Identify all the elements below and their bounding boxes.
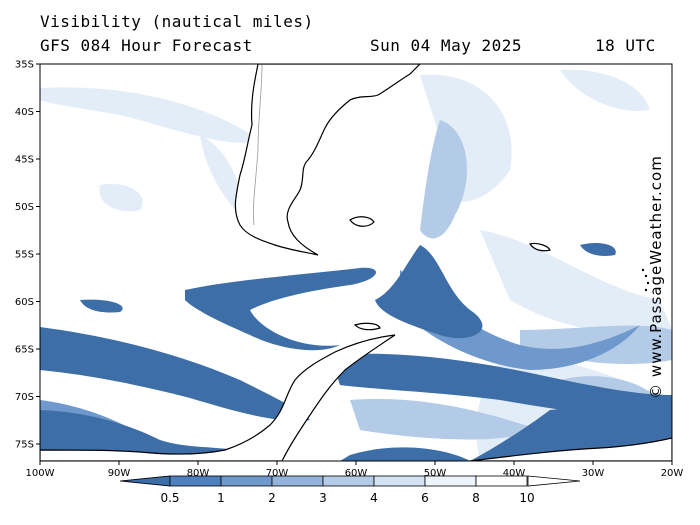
legend-color-box <box>169 475 222 487</box>
islands-layer <box>349 216 551 331</box>
lat-tick-label: 45S <box>15 155 34 166</box>
legend-color-box <box>322 475 375 487</box>
lat-tick-label: 40S <box>15 107 34 118</box>
lat-tick-label: 55S <box>15 250 34 261</box>
falkland-islands <box>349 216 375 227</box>
lat-tick-label: 60S <box>15 297 34 308</box>
lat-tick-label: 65S <box>15 345 34 356</box>
south-orkney <box>353 322 381 331</box>
latitude-axis: 35S 40S 45S 50S 55S 60S 65S 70S 75S <box>15 60 40 451</box>
legend-color-box <box>373 475 426 487</box>
antarctic-peninsula-coast <box>40 334 396 461</box>
legend-value-label: 10 <box>519 491 534 505</box>
legend-value-label: 1 <box>217 491 225 505</box>
legend-high-arrow <box>527 475 581 487</box>
lon-tick-label: 70W <box>266 468 289 479</box>
antarctica-coast <box>469 437 672 461</box>
legend-color-box <box>220 475 273 487</box>
south-america-coast <box>234 64 421 256</box>
south-sandwich-islands <box>641 268 650 292</box>
legend-color-box <box>424 475 477 487</box>
land-layer <box>40 64 672 461</box>
map-plot-area <box>40 64 672 461</box>
legend-value-label: 6 <box>421 491 429 505</box>
legend-value-label: 4 <box>370 491 378 505</box>
lon-tick-label: 20W <box>661 468 684 479</box>
lon-tick-label: 100W <box>26 468 55 479</box>
lat-tick-label: 35S <box>15 60 34 71</box>
lat-tick-label: 75S <box>15 440 34 451</box>
chile-argentina-border <box>253 64 263 226</box>
legend-colorbar: 0.5 1 2 3 4 6 8 10 <box>119 475 581 505</box>
legend-value-label: 8 <box>472 491 480 505</box>
legend-value-label: 3 <box>319 491 327 505</box>
watermark: © www.PassageWeather.com <box>647 155 666 399</box>
lon-tick-label: 30W <box>582 468 605 479</box>
lat-tick-label: 50S <box>15 202 34 213</box>
legend-value-label: 0.5 <box>160 491 179 505</box>
lon-tick-label: 50W <box>424 468 447 479</box>
lat-tick-label: 70S <box>15 392 34 403</box>
forecast-date: Sun 04 May 2025 <box>370 36 522 55</box>
forecast-time: 18 UTC <box>595 36 656 55</box>
lon-tick-label: 80W <box>187 468 210 479</box>
legend-labels: 0.5 1 2 3 4 6 8 10 <box>160 491 534 505</box>
legend-value-label: 2 <box>268 491 276 505</box>
longitude-axis: 100W 90W 80W 70W 60W 50W 40W 30W 20W <box>26 461 684 479</box>
map-title: Visibility (nautical miles) <box>40 12 314 31</box>
legend-boxes <box>169 475 528 487</box>
lon-tick-label: 90W <box>108 468 131 479</box>
lon-tick-label: 60W <box>345 468 368 479</box>
lon-tick-label: 40W <box>503 468 526 479</box>
forecast-model: GFS 084 Hour Forecast <box>40 36 253 55</box>
legend-color-box <box>271 475 324 487</box>
south-georgia <box>529 242 551 252</box>
legend-color-box <box>475 475 528 487</box>
